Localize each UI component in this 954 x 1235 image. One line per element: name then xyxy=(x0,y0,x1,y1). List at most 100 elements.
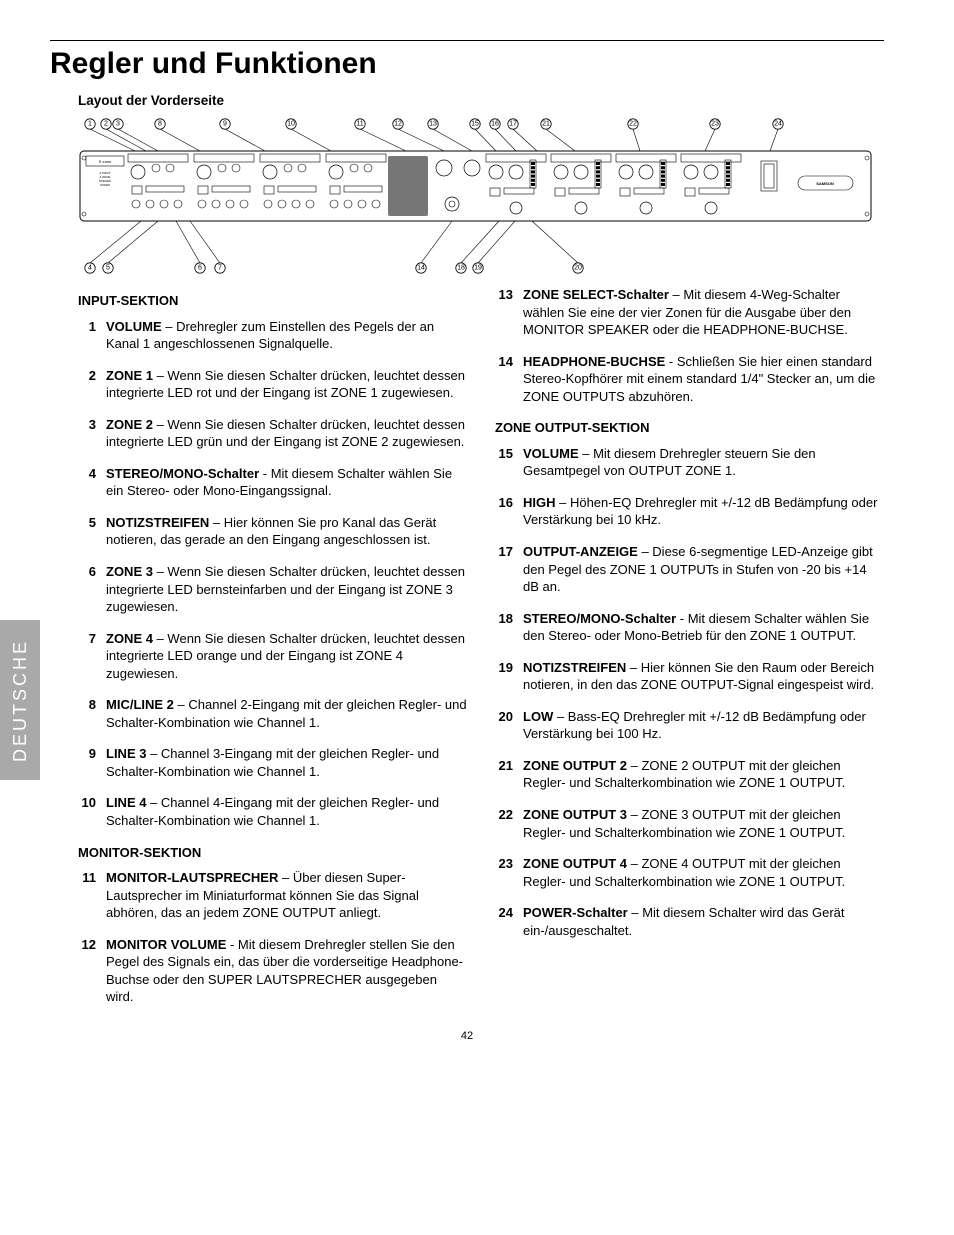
list-item: 21ZONE OUTPUT 2 – ZONE 2 OUTPUT mit der … xyxy=(495,757,884,792)
svg-text:12: 12 xyxy=(394,121,402,128)
svg-text:24: 24 xyxy=(774,121,782,128)
list-item: 22ZONE OUTPUT 3 – ZONE 3 OUTPUT mit der … xyxy=(495,806,884,841)
list-item: 18STEREO/MONO-Schalter - Mit diesem Scha… xyxy=(495,610,884,645)
item-text: – Wenn Sie diesen Schalter drücken, leuc… xyxy=(106,564,465,614)
list-item: 2ZONE 1 – Wenn Sie diesen Schalter drück… xyxy=(78,367,467,402)
item-body: STEREO/MONO-Schalter - Mit diesem Schalt… xyxy=(523,610,884,645)
item-term: ZONE OUTPUT 2 xyxy=(523,758,627,773)
item-term: HIGH xyxy=(523,495,556,510)
svg-text:SAMSON: SAMSON xyxy=(816,181,834,186)
item-text: – Höhen-EQ Drehregler mit +/-12 dB Bedäm… xyxy=(523,495,877,528)
svg-text:13: 13 xyxy=(429,121,437,128)
item-number: 2 xyxy=(78,367,106,402)
item-number: 17 xyxy=(495,543,523,596)
right-column: 13ZONE SELECT-Schalter – Mit diesem 4-We… xyxy=(495,286,884,1020)
list-item: 24POWER-Schalter – Mit diesem Schalter w… xyxy=(495,904,884,939)
svg-text:20: 20 xyxy=(574,265,582,272)
list-item: 5NOTIZSTREIFEN – Hier können Sie pro Kan… xyxy=(78,514,467,549)
svg-text:1: 1 xyxy=(88,121,92,128)
item-body: POWER-Schalter – Mit diesem Schalter wir… xyxy=(523,904,884,939)
continuation-list: 13ZONE SELECT-Schalter – Mit diesem 4-We… xyxy=(495,286,884,405)
svg-text:10: 10 xyxy=(287,121,295,128)
svg-text:19: 19 xyxy=(474,265,482,272)
item-body: ZONE OUTPUT 4 – ZONE 4 OUTPUT mit der gl… xyxy=(523,855,884,890)
monitor-list: 11MONITOR-LAUTSPRECHER – Über diesen Sup… xyxy=(78,869,467,1006)
svg-text:8: 8 xyxy=(158,121,162,128)
item-body: LINE 3 – Channel 3-Eingang mit der gleic… xyxy=(106,745,467,780)
item-body: ZONE 4 – Wenn Sie diesen Schalter drücke… xyxy=(106,630,467,683)
item-term: ZONE 3 xyxy=(106,564,153,579)
svg-text:6: 6 xyxy=(198,265,202,272)
item-number: 14 xyxy=(495,353,523,406)
section-monitor: MONITOR-SEKTION xyxy=(78,844,467,862)
svg-text:11: 11 xyxy=(356,121,363,128)
item-body: ZONE SELECT-Schalter – Mit diesem 4-Weg-… xyxy=(523,286,884,339)
item-term: OUTPUT-ANZEIGE xyxy=(523,544,638,559)
list-item: 13ZONE SELECT-Schalter – Mit diesem 4-We… xyxy=(495,286,884,339)
item-number: 23 xyxy=(495,855,523,890)
item-number: 21 xyxy=(495,757,523,792)
svg-text:4: 4 xyxy=(88,265,92,272)
item-number: 3 xyxy=(78,416,106,451)
item-body: VOLUME – Drehregler zum Einstellen des P… xyxy=(106,318,467,353)
svg-text:21: 21 xyxy=(542,121,550,128)
item-number: 11 xyxy=(78,869,106,922)
svg-text:3: 3 xyxy=(116,121,120,128)
list-item: 20LOW – Bass-EQ Drehregler mit +/-12 dB … xyxy=(495,708,884,743)
item-number: 9 xyxy=(78,745,106,780)
zone-output-list: 15VOLUME – Mit diesem Drehregler steuern… xyxy=(495,445,884,939)
item-number: 10 xyxy=(78,794,106,829)
item-body: LINE 4 – Channel 4-Eingang mit der gleic… xyxy=(106,794,467,829)
list-item: 9LINE 3 – Channel 3-Eingang mit der glei… xyxy=(78,745,467,780)
item-body: OUTPUT-ANZEIGE – Diese 6-segmentige LED-… xyxy=(523,543,884,596)
section-input: INPUT-SEKTION xyxy=(78,292,467,310)
item-term: ZONE OUTPUT 4 xyxy=(523,856,627,871)
section-zone-output: ZONE OUTPUT-SEKTION xyxy=(495,419,884,437)
item-term: MONITOR VOLUME xyxy=(106,937,226,952)
item-term: HEADPHONE-BUCHSE xyxy=(523,354,665,369)
item-term: LINE 3 xyxy=(106,746,146,761)
item-term: NOTIZSTREIFEN xyxy=(523,660,626,675)
list-item: 15VOLUME – Mit diesem Drehregler steuern… xyxy=(495,445,884,480)
item-number: 15 xyxy=(495,445,523,480)
item-body: HIGH – Höhen-EQ Drehregler mit +/-12 dB … xyxy=(523,494,884,529)
svg-text:9: 9 xyxy=(223,121,227,128)
list-item: 8MIC/LINE 2 – Channel 2-Eingang mit der … xyxy=(78,696,467,731)
svg-text:16: 16 xyxy=(491,121,499,128)
front-panel-diagram: 123891011121315161721222324 S·zone 4 INP… xyxy=(78,116,873,276)
item-body: MONITOR-LAUTSPRECHER – Über diesen Super… xyxy=(106,869,467,922)
svg-text:2: 2 xyxy=(104,121,108,128)
item-text: – Wenn Sie diesen Schalter drücken, leuc… xyxy=(106,631,465,681)
item-term: MONITOR-LAUTSPRECHER xyxy=(106,870,278,885)
svg-text:18: 18 xyxy=(457,265,465,272)
item-body: HEADPHONE-BUCHSE - Schließen Sie hier ei… xyxy=(523,353,884,406)
svg-text:5: 5 xyxy=(106,265,110,272)
svg-text:15: 15 xyxy=(471,121,479,128)
item-term: ZONE 4 xyxy=(106,631,153,646)
svg-text:23: 23 xyxy=(711,121,719,128)
item-text: – Channel 4-Eingang mit der gleichen Reg… xyxy=(106,795,439,828)
item-term: VOLUME xyxy=(523,446,579,461)
item-number: 24 xyxy=(495,904,523,939)
input-list: 1VOLUME – Drehregler zum Einstellen des … xyxy=(78,318,467,830)
subtitle: Layout der Vorderseite xyxy=(78,93,884,108)
item-number: 13 xyxy=(495,286,523,339)
language-tab-text: DEUTSCHE xyxy=(10,638,31,761)
item-body: NOTIZSTREIFEN – Hier können Sie pro Kana… xyxy=(106,514,467,549)
item-number: 18 xyxy=(495,610,523,645)
diagram-svg: 123891011121315161721222324 S·zone 4 INP… xyxy=(78,116,873,276)
content-columns: INPUT-SEKTION 1VOLUME – Drehregler zum E… xyxy=(78,286,884,1020)
item-text: – Wenn Sie diesen Schalter drücken, leuc… xyxy=(106,417,465,450)
page-title: Regler und Funktionen xyxy=(50,47,884,81)
svg-text:7: 7 xyxy=(218,265,222,272)
item-term: ZONE OUTPUT 3 xyxy=(523,807,627,822)
item-body: LOW – Bass-EQ Drehregler mit +/-12 dB Be… xyxy=(523,708,884,743)
list-item: 19NOTIZSTREIFEN – Hier können Sie den Ra… xyxy=(495,659,884,694)
left-column: INPUT-SEKTION 1VOLUME – Drehregler zum E… xyxy=(78,286,467,1020)
item-body: NOTIZSTREIFEN – Hier können Sie den Raum… xyxy=(523,659,884,694)
list-item: 10LINE 4 – Channel 4-Eingang mit der gle… xyxy=(78,794,467,829)
item-body: MIC/LINE 2 – Channel 2-Eingang mit der g… xyxy=(106,696,467,731)
item-text: – Wenn Sie diesen Schalter drücken, leuc… xyxy=(106,368,465,401)
list-item: 16HIGH – Höhen-EQ Drehregler mit +/-12 d… xyxy=(495,494,884,529)
item-number: 4 xyxy=(78,465,106,500)
